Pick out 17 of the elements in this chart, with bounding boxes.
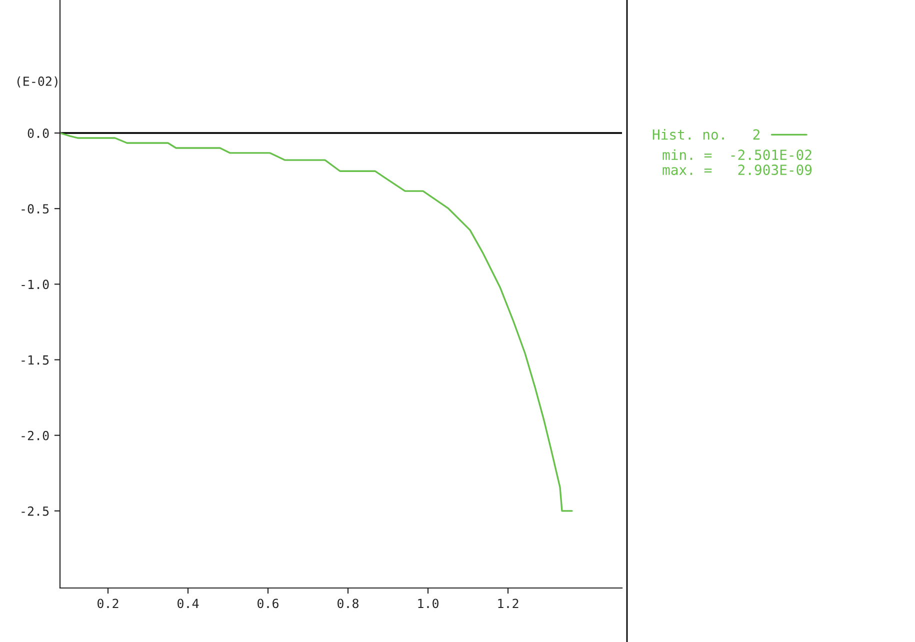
- y-tick-label: -0.5: [22, 204, 49, 214]
- y-axis-title: (E-02): [17, 76, 58, 88]
- x-tick-label: 0.8: [338, 598, 358, 608]
- x-tick-label: 1.2: [498, 598, 518, 608]
- y-tick-label: -2.5: [22, 506, 49, 516]
- legend-label: Hist. no. 2: [652, 129, 760, 140]
- x-tick-label: 0.2: [98, 598, 118, 608]
- y-tick-label: -1.0: [22, 280, 49, 290]
- y-tick-label: -1.5: [22, 355, 49, 365]
- text: min. = -2.501E-02: [662, 149, 812, 160]
- line-series: [60, 132, 573, 512]
- text: max. = 2.903E-09: [662, 164, 812, 176]
- x-tick-label: 1.0: [418, 598, 438, 608]
- y-tick-label: 0.0: [28, 128, 49, 138]
- y-tick-label: -2.0: [22, 430, 49, 440]
- x-tick-label: 0.6: [258, 598, 278, 608]
- x-tick-label: 0.4: [178, 598, 199, 608]
